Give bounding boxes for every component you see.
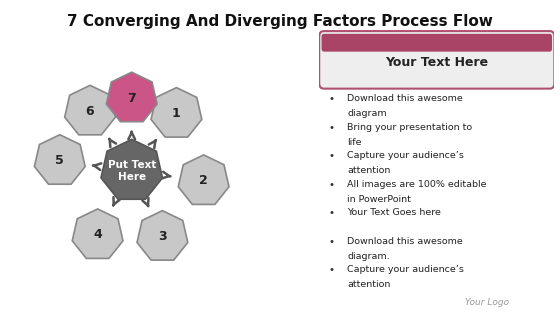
FancyBboxPatch shape	[321, 34, 552, 52]
Text: •: •	[329, 265, 335, 275]
Text: in PowerPoint: in PowerPoint	[347, 195, 411, 204]
Text: All images are 100% editable: All images are 100% editable	[347, 180, 487, 189]
Text: 4: 4	[94, 228, 102, 242]
Polygon shape	[178, 155, 229, 204]
Text: 1: 1	[172, 107, 181, 120]
Text: life: life	[347, 138, 362, 147]
Text: Download this awesome: Download this awesome	[347, 237, 463, 246]
Text: 2: 2	[199, 175, 208, 187]
Text: 7 Converging And Diverging Factors Process Flow: 7 Converging And Diverging Factors Proce…	[67, 14, 493, 29]
Text: diagram: diagram	[347, 109, 387, 118]
Text: •: •	[329, 123, 335, 133]
Polygon shape	[64, 85, 115, 135]
Text: Your Logo: Your Logo	[465, 298, 509, 307]
Polygon shape	[106, 72, 157, 122]
Text: 3: 3	[158, 230, 167, 243]
Text: attention: attention	[347, 166, 391, 175]
Text: Capture your audience’s: Capture your audience’s	[347, 265, 464, 274]
Text: •: •	[329, 208, 335, 218]
Polygon shape	[101, 139, 162, 199]
Text: •: •	[329, 180, 335, 190]
Text: Capture your audience’s: Capture your audience’s	[347, 151, 464, 160]
Text: 7: 7	[127, 92, 136, 105]
Text: 6: 6	[86, 105, 95, 118]
Polygon shape	[151, 88, 202, 137]
Text: •: •	[329, 94, 335, 104]
Text: Bring your presentation to: Bring your presentation to	[347, 123, 473, 132]
Text: attention: attention	[347, 280, 391, 289]
Text: diagram.: diagram.	[347, 252, 390, 261]
Text: Your Text Here: Your Text Here	[385, 56, 488, 69]
Polygon shape	[72, 209, 123, 258]
Polygon shape	[137, 211, 188, 260]
Text: •: •	[329, 237, 335, 247]
Text: 5: 5	[55, 154, 64, 167]
Polygon shape	[34, 135, 85, 184]
Text: Download this awesome: Download this awesome	[347, 94, 463, 103]
Text: •: •	[329, 151, 335, 161]
Text: Put Text
Here: Put Text Here	[108, 160, 156, 182]
FancyBboxPatch shape	[319, 31, 554, 89]
Text: Your Text Goes here: Your Text Goes here	[347, 208, 441, 217]
